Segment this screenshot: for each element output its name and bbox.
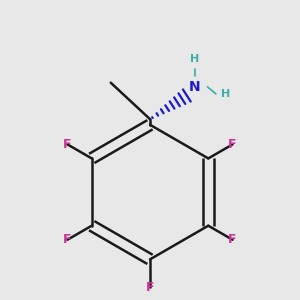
Text: F: F bbox=[63, 138, 72, 151]
Text: F: F bbox=[228, 138, 237, 151]
Text: H: H bbox=[190, 54, 200, 64]
Text: H: H bbox=[221, 89, 230, 99]
Text: F: F bbox=[63, 233, 72, 246]
Text: F: F bbox=[228, 233, 237, 246]
Text: N: N bbox=[189, 80, 201, 94]
Text: F: F bbox=[146, 281, 154, 294]
